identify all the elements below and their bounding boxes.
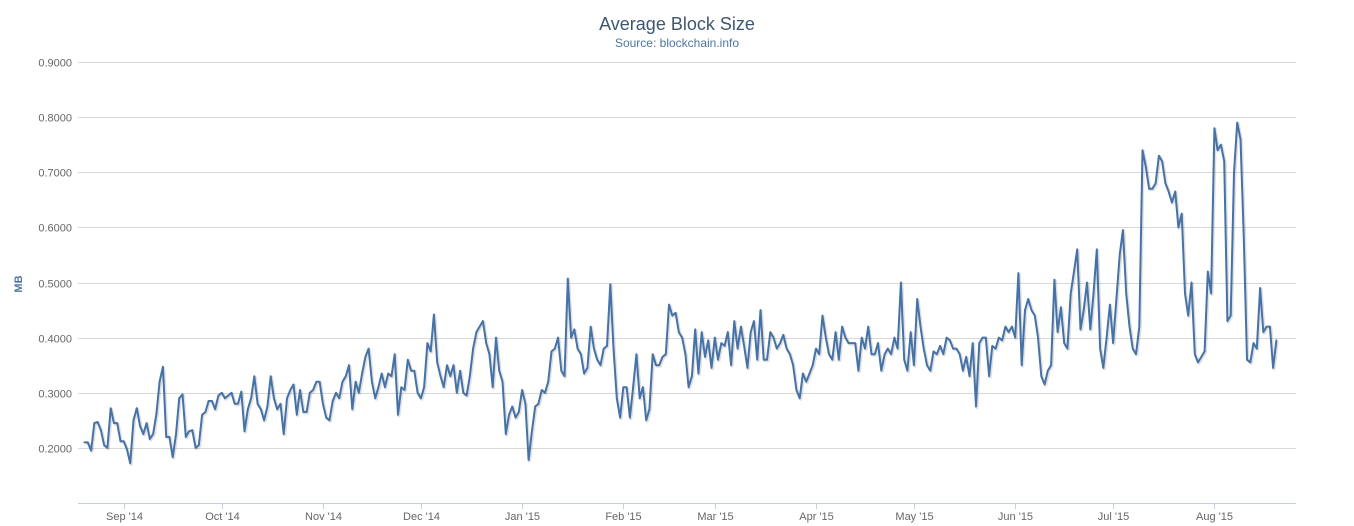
grid-lines: [78, 62, 1296, 449]
x-tick-label: Oct '14: [205, 511, 240, 523]
x-tick-label: Dec '14: [403, 511, 440, 523]
y-tick-label: 0.5000: [38, 279, 72, 291]
chart-subtitle: Source: blockchain.info: [614, 36, 740, 50]
x-axis: Sep '14 Oct '14 Nov '14 Dec '14 Jan '15 Feb '…: [78, 503, 1296, 523]
y-tick-label: 0.3000: [38, 389, 72, 401]
x-tick-label: Aug '15: [1196, 511, 1233, 523]
y-axis: 0.2000 0.3000 0.4000 0.5000 0.6000 0.7000 0.80…: [38, 58, 72, 456]
x-tick-label: Apr '15: [799, 511, 834, 523]
x-tick-label: Feb '15: [605, 511, 641, 523]
y-tick-label: 0.2000: [38, 444, 72, 456]
x-tick-label: Sep '14: [106, 511, 143, 523]
y-axis-title: MB: [13, 275, 25, 292]
x-tick-label: Jun '15: [998, 511, 1033, 523]
y-tick-label: 0.6000: [38, 223, 72, 235]
chart-title: Average Block Size: [599, 14, 755, 34]
series-group: [83, 121, 1279, 466]
series-line: [83, 121, 1278, 465]
x-tick-label: Mar '15: [697, 511, 733, 523]
y-tick-label: 0.4000: [38, 334, 72, 346]
y-tick-label: 0.9000: [38, 58, 72, 70]
x-tick-label: Nov '14: [305, 511, 342, 523]
x-tick-label: Jan '15: [505, 511, 540, 523]
y-tick-label: 0.7000: [38, 168, 72, 180]
x-tick-label: Jul '15: [1098, 511, 1129, 523]
x-tick-label: May '15: [895, 511, 933, 523]
y-tick-label: 0.8000: [38, 113, 72, 125]
